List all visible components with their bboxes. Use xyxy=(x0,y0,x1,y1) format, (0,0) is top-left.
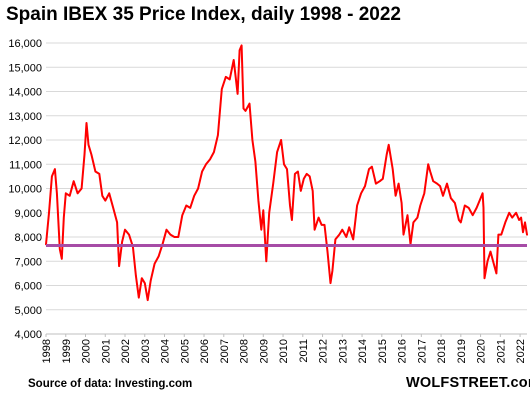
chart-title: Spain IBEX 35 Price Index, daily 1998 - … xyxy=(6,4,401,25)
x-tick-label: 2010 xyxy=(278,339,290,363)
y-tick-label: 10,000 xyxy=(8,184,42,196)
x-axis-tick-labels: 1998 1999 2000 2001 2002 2003 2004 2005 2006 2007… xyxy=(41,339,527,363)
y-tick-label: 6,000 xyxy=(14,281,42,293)
x-tick-label: 2016 xyxy=(397,339,409,363)
x-tick-label: 1999 xyxy=(61,339,73,363)
x-tick-label: 2011 xyxy=(298,339,310,363)
y-tick-label: 7,000 xyxy=(14,256,42,268)
y-tick-label: 13,000 xyxy=(8,111,42,123)
y-tick-label: 5,000 xyxy=(14,305,42,317)
series-layer xyxy=(45,44,528,302)
x-tick-label: 2002 xyxy=(120,339,132,363)
x-tick-label: 2013 xyxy=(337,339,349,363)
y-tick-label: 15,000 xyxy=(8,62,42,74)
x-tick-label: 2006 xyxy=(199,339,211,363)
y-tick-label: 16,000 xyxy=(8,38,42,50)
x-tick-label: 2021 xyxy=(495,339,507,363)
x-tick-label: 2009 xyxy=(258,339,270,363)
y-tick-label: 12,000 xyxy=(8,135,42,147)
brand-label: WOLFSTREET.com xyxy=(406,375,530,391)
y-tick-label: 9,000 xyxy=(14,208,42,220)
x-tick-label: 2012 xyxy=(318,339,330,363)
x-tick-label: 2001 xyxy=(100,339,112,363)
x-tick-label: 2000 xyxy=(81,339,93,363)
x-tick-label: 2022 xyxy=(515,339,527,363)
x-tick-label: 2003 xyxy=(140,339,152,363)
x-tick-label: 2019 xyxy=(456,339,468,363)
x-tick-label: 2015 xyxy=(377,339,389,363)
y-tick-label: 14,000 xyxy=(8,87,42,99)
x-tick-label: 2020 xyxy=(476,339,488,363)
source-note: Source of data: Investing.com xyxy=(28,378,193,390)
x-tick-label: 1998 xyxy=(41,339,53,363)
y-tick-label: 8,000 xyxy=(14,232,42,244)
gridlines xyxy=(45,42,527,337)
x-tick-label: 2017 xyxy=(416,339,428,363)
series-line-0 xyxy=(45,44,528,302)
x-tick-label: 2008 xyxy=(239,339,251,363)
x-tick-label: 2007 xyxy=(219,339,231,363)
x-tick-label: 2005 xyxy=(179,339,191,363)
y-axis-tick-labels: 4,000 5,000 6,000 7,000 8,000 9,000 10,000 11,0… xyxy=(8,38,42,341)
x-tick-label: 2014 xyxy=(357,339,369,363)
x-tick-label: 2018 xyxy=(436,339,448,363)
x-tick-label: 2004 xyxy=(160,339,172,363)
y-tick-label: 4,000 xyxy=(14,329,42,341)
y-tick-label: 11,000 xyxy=(9,159,42,171)
